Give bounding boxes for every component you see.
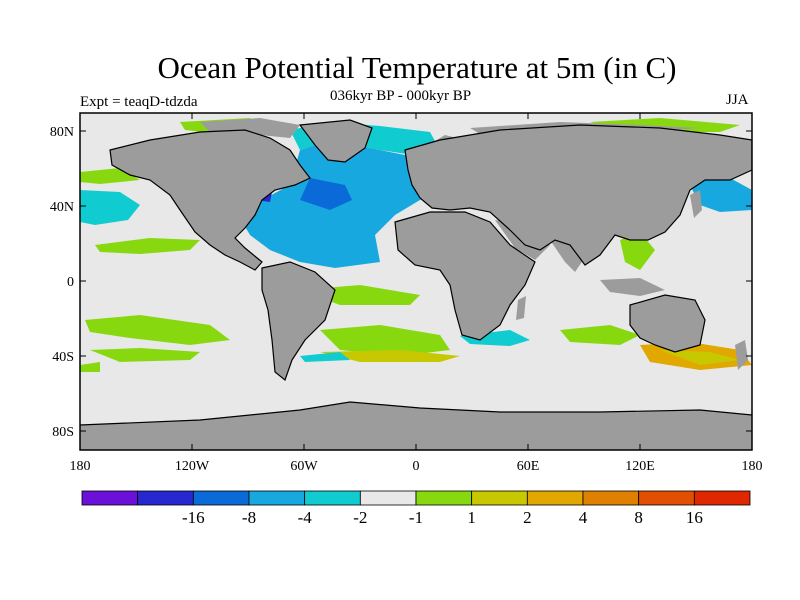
experiment-label: Expt = teaqD-tdzda [80, 94, 198, 110]
land-masses [80, 118, 752, 450]
colorbar-label: 4 [579, 508, 588, 527]
madagascar [516, 296, 526, 320]
south-pacific-warm-band-2 [90, 348, 200, 362]
lon-tick-label: 60W [290, 459, 318, 474]
new-zealand [735, 340, 748, 370]
lat-tick-label: 0 [67, 275, 74, 290]
australia-south-warm-anomaly-2 [660, 350, 740, 365]
colorbar-label: 16 [686, 508, 703, 527]
colorbar-box [415, 490, 473, 506]
colorbar-label: -2 [353, 508, 367, 527]
colorbar-box [582, 490, 640, 506]
australia [630, 295, 705, 352]
kuroshio-cold-anomaly [690, 175, 752, 212]
colorbar-box [81, 490, 139, 506]
lat-tick-label: 80N [50, 125, 74, 140]
longitude-labels: 180 120W 60W 0 60E 120E 180 [70, 459, 763, 474]
africa [395, 212, 535, 340]
colorbar-box [304, 490, 361, 506]
north-pacific-warm-band [95, 238, 200, 254]
colorbar-label: 2 [523, 508, 532, 527]
west-pacific-warm-patch [620, 232, 655, 270]
colorbar-labels: -16 -8 -4 -2 -1 1 2 4 8 16 [182, 508, 703, 527]
indian-ocean-warm-band [560, 325, 640, 345]
india [550, 238, 590, 272]
anomaly-fields [80, 118, 752, 372]
colorbar-label: -8 [242, 508, 256, 527]
colorbar-label: 1 [467, 508, 476, 527]
south-pacific-warm-band [85, 315, 230, 345]
labrador-cold-anomaly [300, 178, 352, 210]
colorbar-box [137, 490, 194, 506]
colorbar-label: -4 [298, 508, 313, 527]
season-label: JJA [726, 92, 749, 108]
lon-tick-label: 180 [742, 459, 763, 474]
lat-tick-label: 40S [52, 350, 74, 365]
lon-tick-label: 60E [517, 459, 540, 474]
japan [690, 190, 702, 218]
lon-tick-label: 180 [70, 459, 91, 474]
map-title: Ocean Potential Temperature at 5m (in C) [157, 50, 677, 85]
colorbar-box [248, 490, 306, 506]
colorbar-label: 8 [634, 508, 643, 527]
coastlines [80, 119, 752, 426]
antarctica [80, 402, 752, 450]
lon-tick-label: 120E [625, 459, 655, 474]
lat-tick-label: 40N [50, 200, 74, 215]
greenland [300, 120, 372, 162]
map-plot-area [80, 113, 752, 450]
canadian-arctic [200, 118, 300, 138]
colorbar-box [359, 490, 417, 506]
tick-marks [79, 113, 753, 450]
lon-tick-label: 120W [175, 459, 210, 474]
colorbar-box [638, 490, 695, 506]
arctic-land [470, 122, 700, 134]
arabia [495, 220, 550, 260]
latitude-labels: 80N 40N 0 40S 80S [50, 125, 74, 440]
south-america [262, 262, 335, 380]
colorbar-label: -16 [182, 508, 205, 527]
southern-ocean-warm-band [320, 350, 460, 362]
colorbar-box [192, 490, 250, 506]
colorbar-box [693, 490, 751, 506]
lon-tick-label: 0 [413, 459, 420, 474]
nw-pacific-cold-anomaly [80, 190, 140, 225]
south-atlantic-warm-band [320, 325, 450, 356]
southeast-asia-islands [600, 278, 665, 296]
map-subtitle: 036kyr BP - 000kyr BP [330, 88, 472, 104]
colorbar-box [526, 490, 584, 506]
scandinavia [420, 135, 465, 172]
colorbar [81, 490, 751, 506]
colorbar-label: -1 [409, 508, 423, 527]
eurasia [405, 125, 752, 265]
southern-cold-patch [300, 352, 350, 362]
pacific-southwest-warm-patch [80, 362, 100, 372]
north-america [110, 130, 310, 270]
colorbar-box [471, 490, 528, 506]
lat-tick-label: 80S [52, 425, 74, 440]
